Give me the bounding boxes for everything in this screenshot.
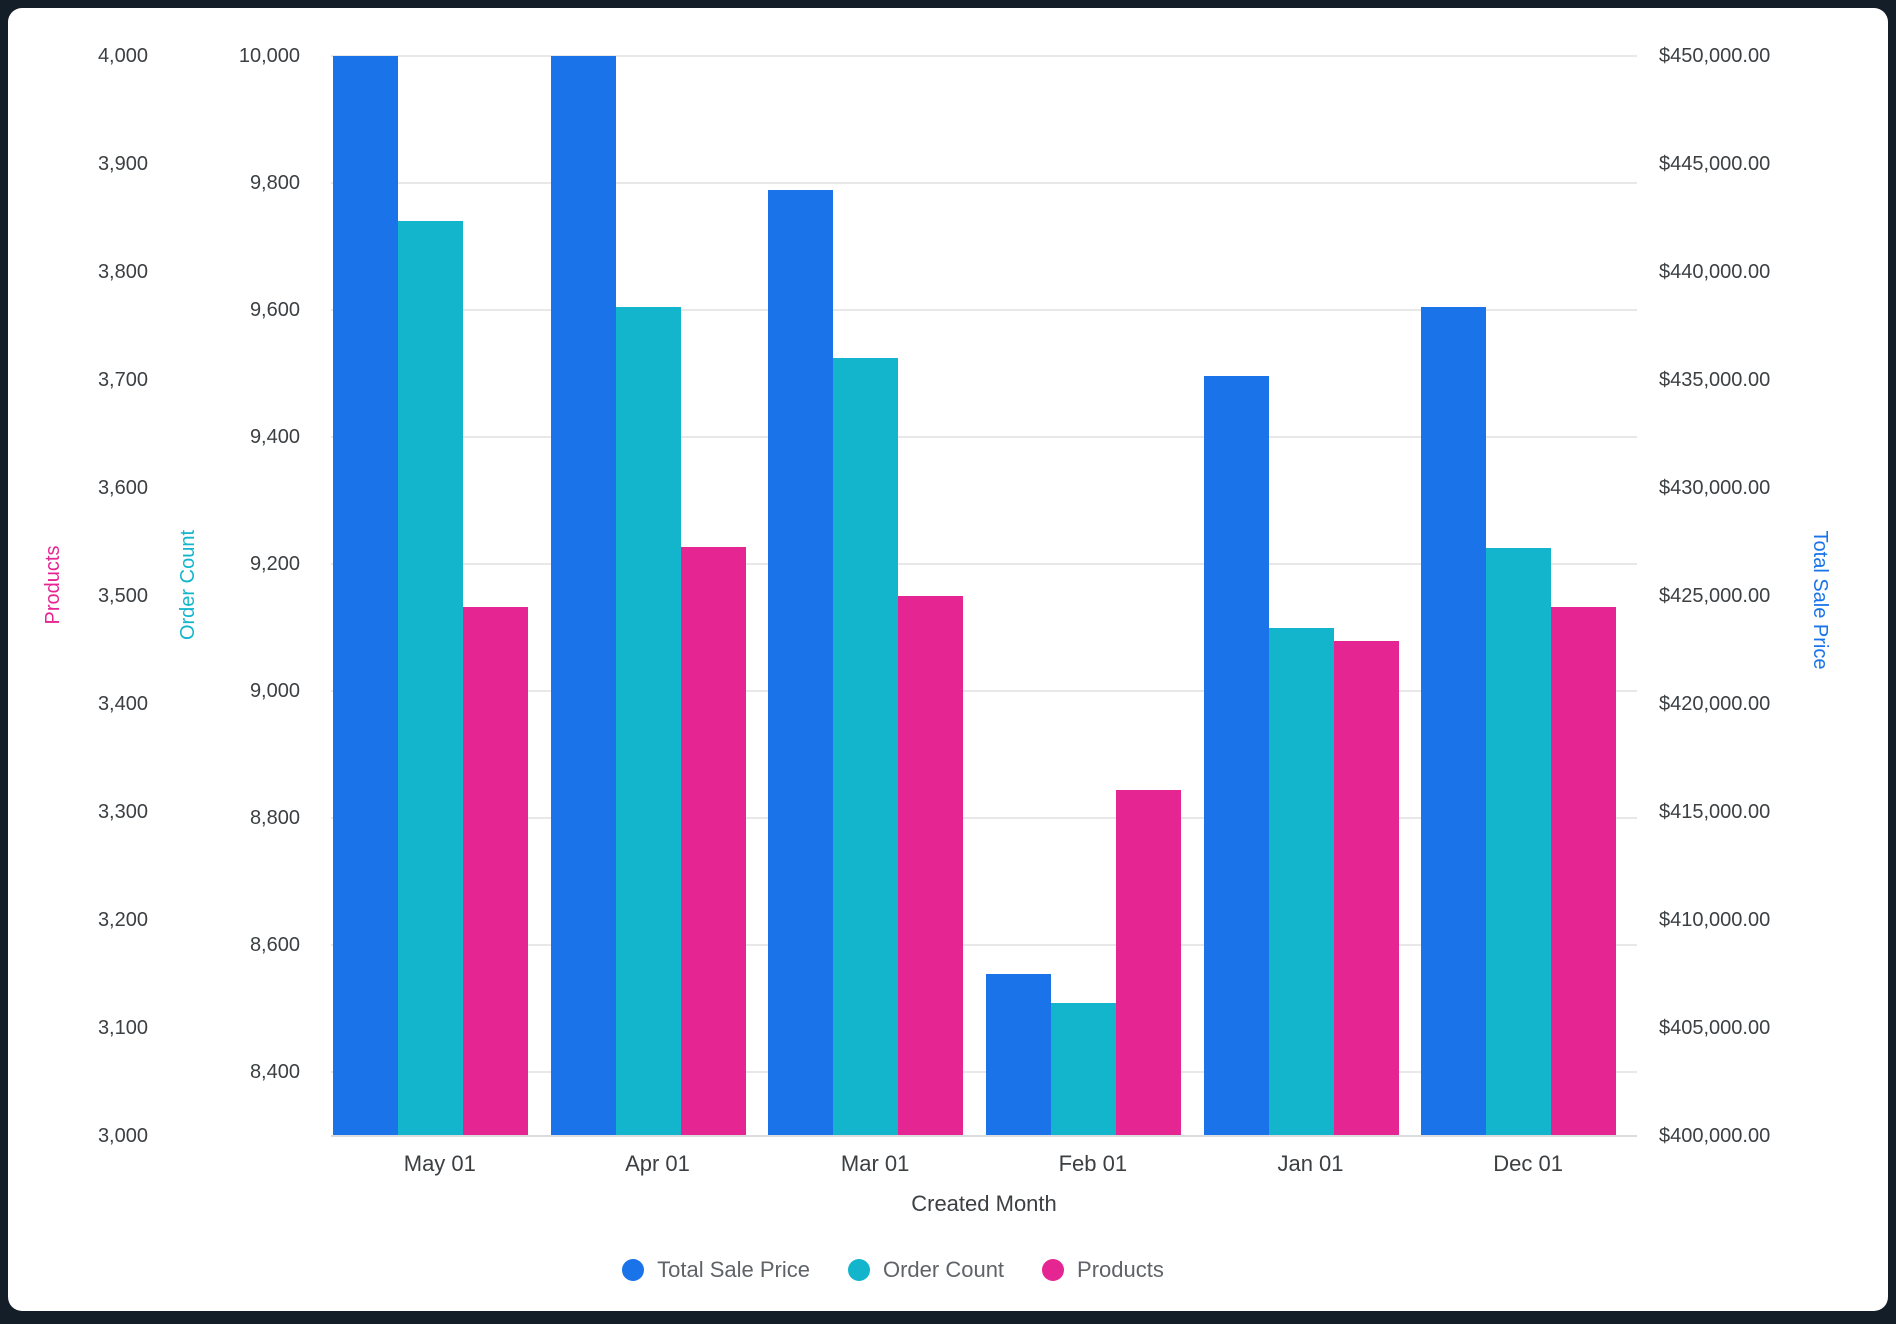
y-tick-label-order: 9,400 [249, 426, 300, 449]
y-tick-label-tsp: $400,000.00 [1659, 1125, 1771, 1147]
x-tick-label: May 01 [403, 1151, 476, 1176]
legend: Total Sale Price Order Count Products [8, 1248, 1888, 1292]
legend-item-products[interactable]: Products [1042, 1259, 1164, 1281]
bar-order-count-dec-01[interactable] [1486, 548, 1552, 1136]
x-tick-label: Mar 01 [840, 1151, 910, 1176]
y-tick-label-order: 10,000 [238, 45, 300, 67]
y-tick-label-products: 3,400 [97, 693, 148, 715]
x-tick-label: Feb 01 [1058, 1151, 1128, 1176]
gridline [331, 55, 1637, 57]
x-tick-label: Apr 01 [625, 1151, 690, 1176]
y-tick-label-tsp: $450,000.00 [1659, 45, 1771, 67]
y-tick-label-tsp: $420,000.00 [1659, 693, 1771, 715]
y-tick-label-products: 3,500 [97, 585, 148, 607]
gridline [331, 817, 1637, 820]
bar-products-dec-01[interactable] [1551, 606, 1617, 1136]
y-tick-label-products: 3,000 [97, 1125, 148, 1147]
y-tick-label-products: 3,300 [97, 801, 148, 823]
y-tick-label-tsp: $415,000.00 [1659, 801, 1771, 823]
chart-card: Products Order Count Total Sale Price 3,… [8, 8, 1888, 1311]
legend-label: Total Sale Price [657, 1257, 810, 1282]
y-tick-label-products: 4,000 [97, 45, 148, 67]
y-tick-label-order: 8,600 [249, 934, 300, 957]
bar-order-count-mar-01[interactable] [833, 357, 899, 1136]
gridline [331, 690, 1637, 693]
x-tick-label: Jan 01 [1277, 1151, 1344, 1176]
legend-label: Order Count [882, 1257, 1005, 1282]
legend-items: Total Sale Price Order Count Products [622, 1259, 1164, 1281]
gridline [331, 1071, 1637, 1074]
y-tick-label-order: 9,800 [249, 172, 300, 195]
legend-dot-icon [847, 1259, 870, 1281]
gridline [331, 182, 1637, 185]
bar-order-count-feb-01[interactable] [1051, 1002, 1116, 1136]
gridline [331, 436, 1637, 439]
gridline [331, 563, 1637, 566]
y-tick-label-products: 3,600 [97, 477, 148, 499]
bar-order-count-may-01[interactable] [398, 221, 463, 1136]
legend-item-total-sale-price[interactable]: Total Sale Price [622, 1259, 810, 1281]
y-tick-label-tsp: $445,000.00 [1659, 153, 1771, 175]
y-tick-label-products: 3,700 [97, 369, 148, 391]
grouped-bar-chart: Products Order Count Total Sale Price 3,… [8, 8, 1888, 1311]
bar-products-apr-01[interactable] [680, 547, 746, 1136]
y-tick-label-tsp: $430,000.00 [1659, 477, 1771, 499]
gridline [331, 309, 1637, 312]
y-tick-label-tsp: $440,000.00 [1659, 261, 1771, 283]
y-tick-label-order: 8,400 [249, 1061, 300, 1084]
bar-total-sale-price-feb-01[interactable] [986, 974, 1051, 1136]
bar-order-count-apr-01[interactable] [615, 306, 681, 1136]
y-tick-label-tsp: $405,000.00 [1659, 1017, 1771, 1039]
bar-total-sale-price-mar-01[interactable] [768, 189, 834, 1136]
legend-dot-icon [622, 1259, 645, 1281]
bar-order-count-jan-01[interactable] [1268, 627, 1334, 1136]
y-tick-label-tsp: $435,000.00 [1659, 369, 1771, 391]
bar-total-sale-price-dec-01[interactable] [1421, 306, 1487, 1136]
y-axis-title-order-count: Order Count [177, 529, 199, 641]
y-tick-label-order: 9,200 [249, 553, 300, 576]
bar-total-sale-price-jan-01[interactable] [1203, 375, 1269, 1136]
x-axis-title: Created Month [911, 1191, 1057, 1216]
legend-item-order-count[interactable]: Order Count [847, 1257, 1005, 1282]
y-tick-label-products: 3,200 [97, 909, 148, 931]
gridline [331, 944, 1637, 947]
y-tick-label-tsp: $410,000.00 [1659, 909, 1771, 931]
y-tick-label-order: 9,000 [249, 680, 300, 703]
y-tick-label-order: 8,800 [249, 807, 300, 830]
bar-products-jan-01[interactable] [1333, 641, 1399, 1136]
x-axis-line [331, 1135, 1637, 1137]
bar-products-feb-01[interactable] [1116, 790, 1181, 1136]
bar-products-may-01[interactable] [463, 606, 528, 1136]
legend-dot-icon [1042, 1259, 1065, 1281]
y-tick-label-products: 3,800 [97, 261, 148, 283]
y-tick-label-products: 3,100 [97, 1017, 148, 1039]
bar-total-sale-price-apr-01[interactable] [550, 56, 616, 1136]
y-tick-label-order: 9,600 [249, 299, 300, 322]
x-tick-label: Dec 01 [1493, 1151, 1564, 1176]
legend-label: Products [1077, 1257, 1164, 1282]
y-tick-label-products: 3,900 [97, 153, 148, 175]
y-tick-label-tsp: $425,000.00 [1659, 585, 1771, 607]
bar-products-mar-01[interactable] [898, 596, 964, 1136]
bar-total-sale-price-may-01[interactable] [333, 56, 398, 1136]
